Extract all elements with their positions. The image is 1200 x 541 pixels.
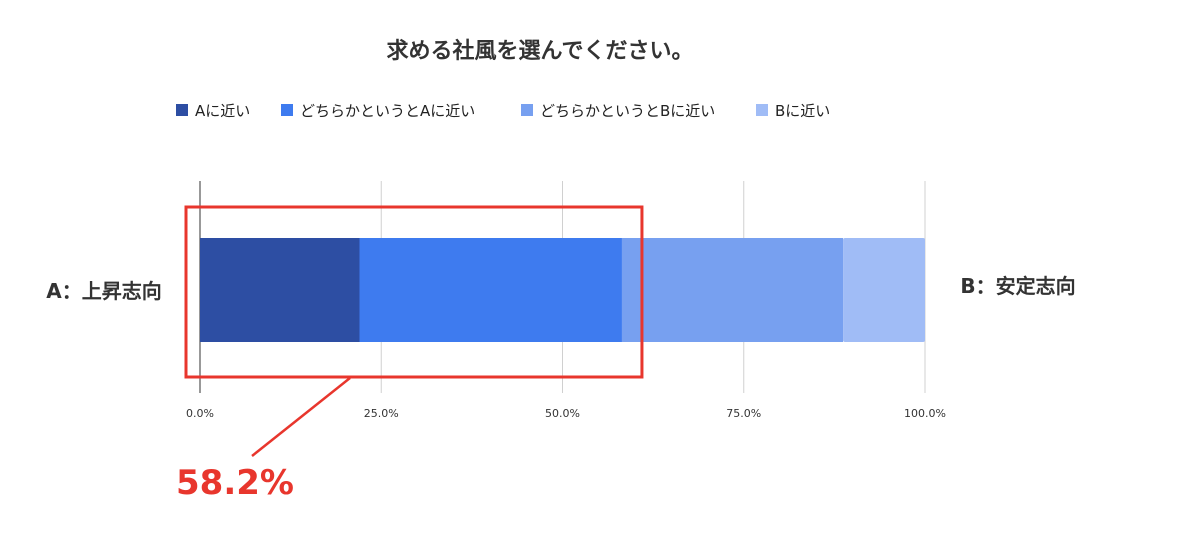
bar-segment xyxy=(843,238,925,342)
legend-label: Bに近い xyxy=(775,102,830,120)
x-tick-label: 75.0% xyxy=(726,407,761,420)
bar-segment xyxy=(200,238,360,342)
chart-title: 求める社風を選んでください。 xyxy=(387,38,694,64)
bar-segment xyxy=(621,238,844,342)
legend: Aに近い どちらかというとAに近い どちらかというとBに近い Bに近い xyxy=(176,102,830,120)
left-label: A：上昇志向 xyxy=(46,279,161,303)
legend-label: どちらかというとAに近い xyxy=(300,102,475,120)
highlight-value: 58.2% xyxy=(176,463,294,503)
right-label: B：安定志向 xyxy=(960,274,1075,298)
x-tick-label: 100.0% xyxy=(904,407,946,420)
legend-swatch xyxy=(281,104,293,116)
legend-swatch xyxy=(756,104,768,116)
x-tick-label: 25.0% xyxy=(364,407,399,420)
highlight-annotation: 58.2% xyxy=(176,205,644,503)
callout-line xyxy=(251,377,351,457)
x-tick-label: 50.0% xyxy=(545,407,580,420)
legend-label: Aに近い xyxy=(195,102,250,120)
legend-swatch xyxy=(176,104,188,116)
bar-stack xyxy=(200,238,925,342)
x-tick-label: 0.0% xyxy=(186,407,214,420)
legend-label: どちらかというとBに近い xyxy=(540,102,715,120)
legend-swatch xyxy=(521,104,533,116)
x-axis-ticks: 0.0% 25.0% 50.0% 75.0% 100.0% xyxy=(186,407,946,420)
highlight-box xyxy=(184,205,644,379)
bar-segment xyxy=(359,238,622,342)
